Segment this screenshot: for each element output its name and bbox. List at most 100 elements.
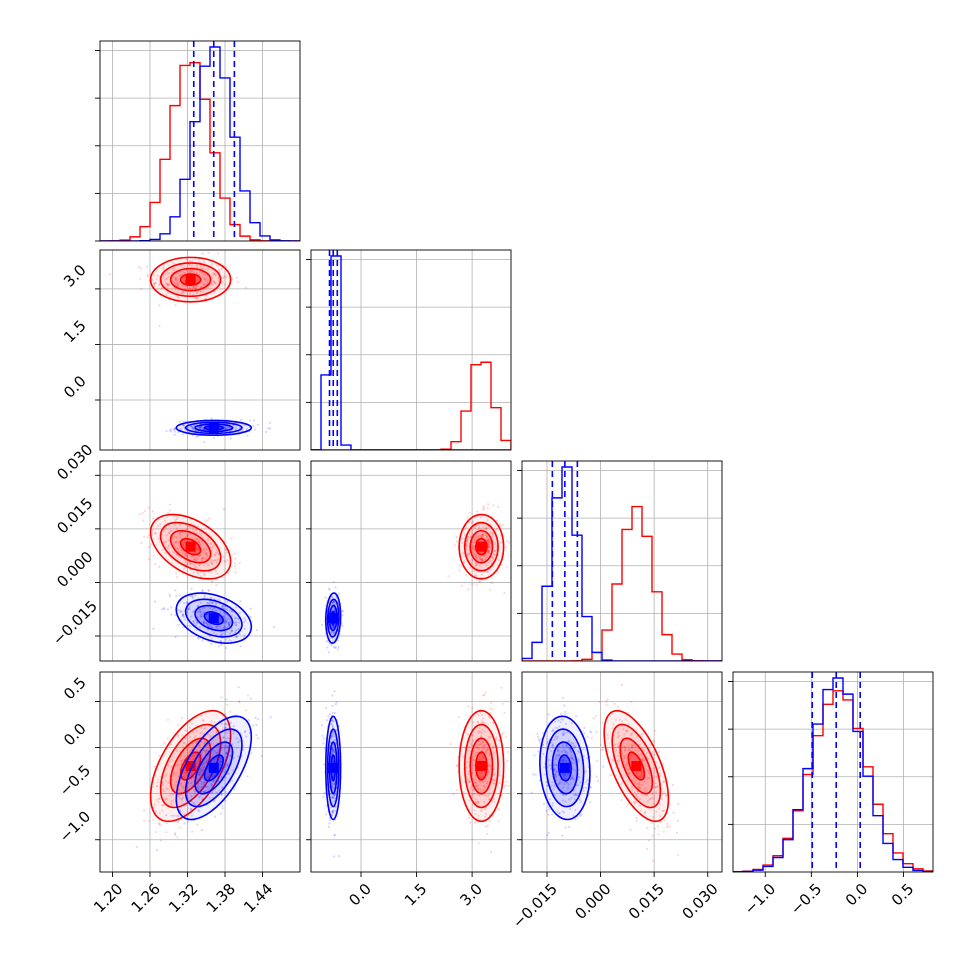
scatter-point [178, 797, 181, 800]
scatter-point [226, 723, 230, 726]
scatter-point [332, 625, 335, 628]
scatter-point [659, 821, 662, 824]
scatter-point [204, 785, 207, 788]
scatter-point [334, 586, 337, 589]
scatter-point [574, 818, 577, 821]
scatter-point [498, 523, 501, 526]
scatter-point [164, 551, 167, 555]
scatter-point [473, 792, 476, 795]
scatter-point [194, 565, 197, 569]
scatter-point [482, 534, 485, 537]
scatter-point [198, 810, 201, 813]
scatter-point [229, 755, 232, 758]
scatter-point [217, 276, 220, 279]
scatter-point [210, 783, 213, 787]
scatter-point [477, 801, 480, 804]
scatter-point [469, 821, 472, 824]
scatter-point [221, 605, 224, 608]
scatter-point [629, 733, 633, 736]
scatter-point [666, 822, 669, 826]
scatter-point [206, 777, 209, 780]
scatter-point [507, 784, 510, 788]
scatter-point [175, 572, 178, 575]
scatter-point [143, 510, 146, 513]
scatter-point [331, 810, 334, 813]
scatter-point [197, 258, 201, 261]
scatter-point [481, 720, 484, 723]
scatter-point [493, 751, 496, 754]
scatter-point [202, 547, 205, 550]
scatter-point [177, 296, 180, 299]
scatter-point [269, 421, 272, 424]
scatter-point [640, 758, 644, 761]
scatter-point [466, 733, 470, 736]
scatter-point [256, 718, 260, 721]
scatter-point [601, 721, 604, 724]
scatter-point [192, 530, 195, 533]
scatter-point [189, 270, 192, 273]
scatter-point [182, 433, 185, 436]
scatter-point [658, 815, 661, 818]
scatter-point [661, 793, 664, 796]
scatter-point [331, 752, 334, 755]
scatter-point [193, 551, 196, 555]
scatter-point [201, 607, 204, 610]
scatter-point [599, 743, 602, 746]
scatter-point [214, 751, 217, 754]
scatter-point [654, 760, 657, 763]
scatter-point [192, 571, 195, 574]
scatter-point [236, 747, 239, 750]
panel-frame [310, 671, 512, 873]
scatter-point [213, 799, 216, 803]
scatter-point [140, 267, 143, 270]
scatter-point [500, 541, 503, 544]
scatter-point [654, 785, 657, 789]
scatter-point [480, 559, 483, 562]
scatter-point [160, 608, 163, 611]
scatter-point [483, 721, 486, 724]
scatter-point [170, 268, 174, 271]
scatter-point [177, 821, 180, 824]
scatter-point [199, 794, 202, 798]
scatter-point [468, 745, 471, 748]
scatter-point [234, 562, 237, 565]
scatter-point [188, 525, 191, 529]
scatter-point [468, 781, 471, 784]
scatter-point [151, 278, 154, 281]
scatter-point [331, 797, 334, 800]
scatter-point [503, 591, 506, 595]
scatter-point [190, 562, 193, 566]
scatter-point [165, 516, 168, 519]
scatter-point [491, 708, 494, 711]
scatter-point [269, 716, 272, 719]
scatter-point [466, 761, 469, 764]
scatter-point [512, 547, 514, 549]
scatter-point [255, 629, 258, 632]
scatter-point [168, 761, 171, 764]
scatter-point [329, 713, 332, 716]
scatter-point [485, 538, 488, 541]
scatter-point [557, 749, 560, 753]
scatter-point [228, 639, 231, 642]
scatter-point [182, 284, 185, 287]
scatter-point [138, 513, 141, 516]
scatter-point [219, 746, 222, 749]
scatter-point [612, 760, 615, 763]
scatter-point [151, 532, 154, 535]
scatter-point [539, 738, 543, 741]
scatter-point [174, 278, 177, 281]
scatter-point [159, 839, 162, 842]
scatter-point [189, 594, 192, 598]
scatter-point [187, 782, 190, 785]
scatter-point [629, 749, 632, 752]
scatter-point [220, 605, 224, 608]
scatter-point [206, 760, 209, 763]
scatter-point [468, 566, 471, 570]
scatter-point [185, 258, 188, 261]
scatter-point [486, 535, 489, 538]
x-tick-label: 1.26 [128, 880, 164, 916]
scatter-point [640, 783, 643, 786]
scatter-point [333, 800, 336, 803]
scatter-point [484, 533, 488, 536]
scatter-point [325, 640, 328, 643]
